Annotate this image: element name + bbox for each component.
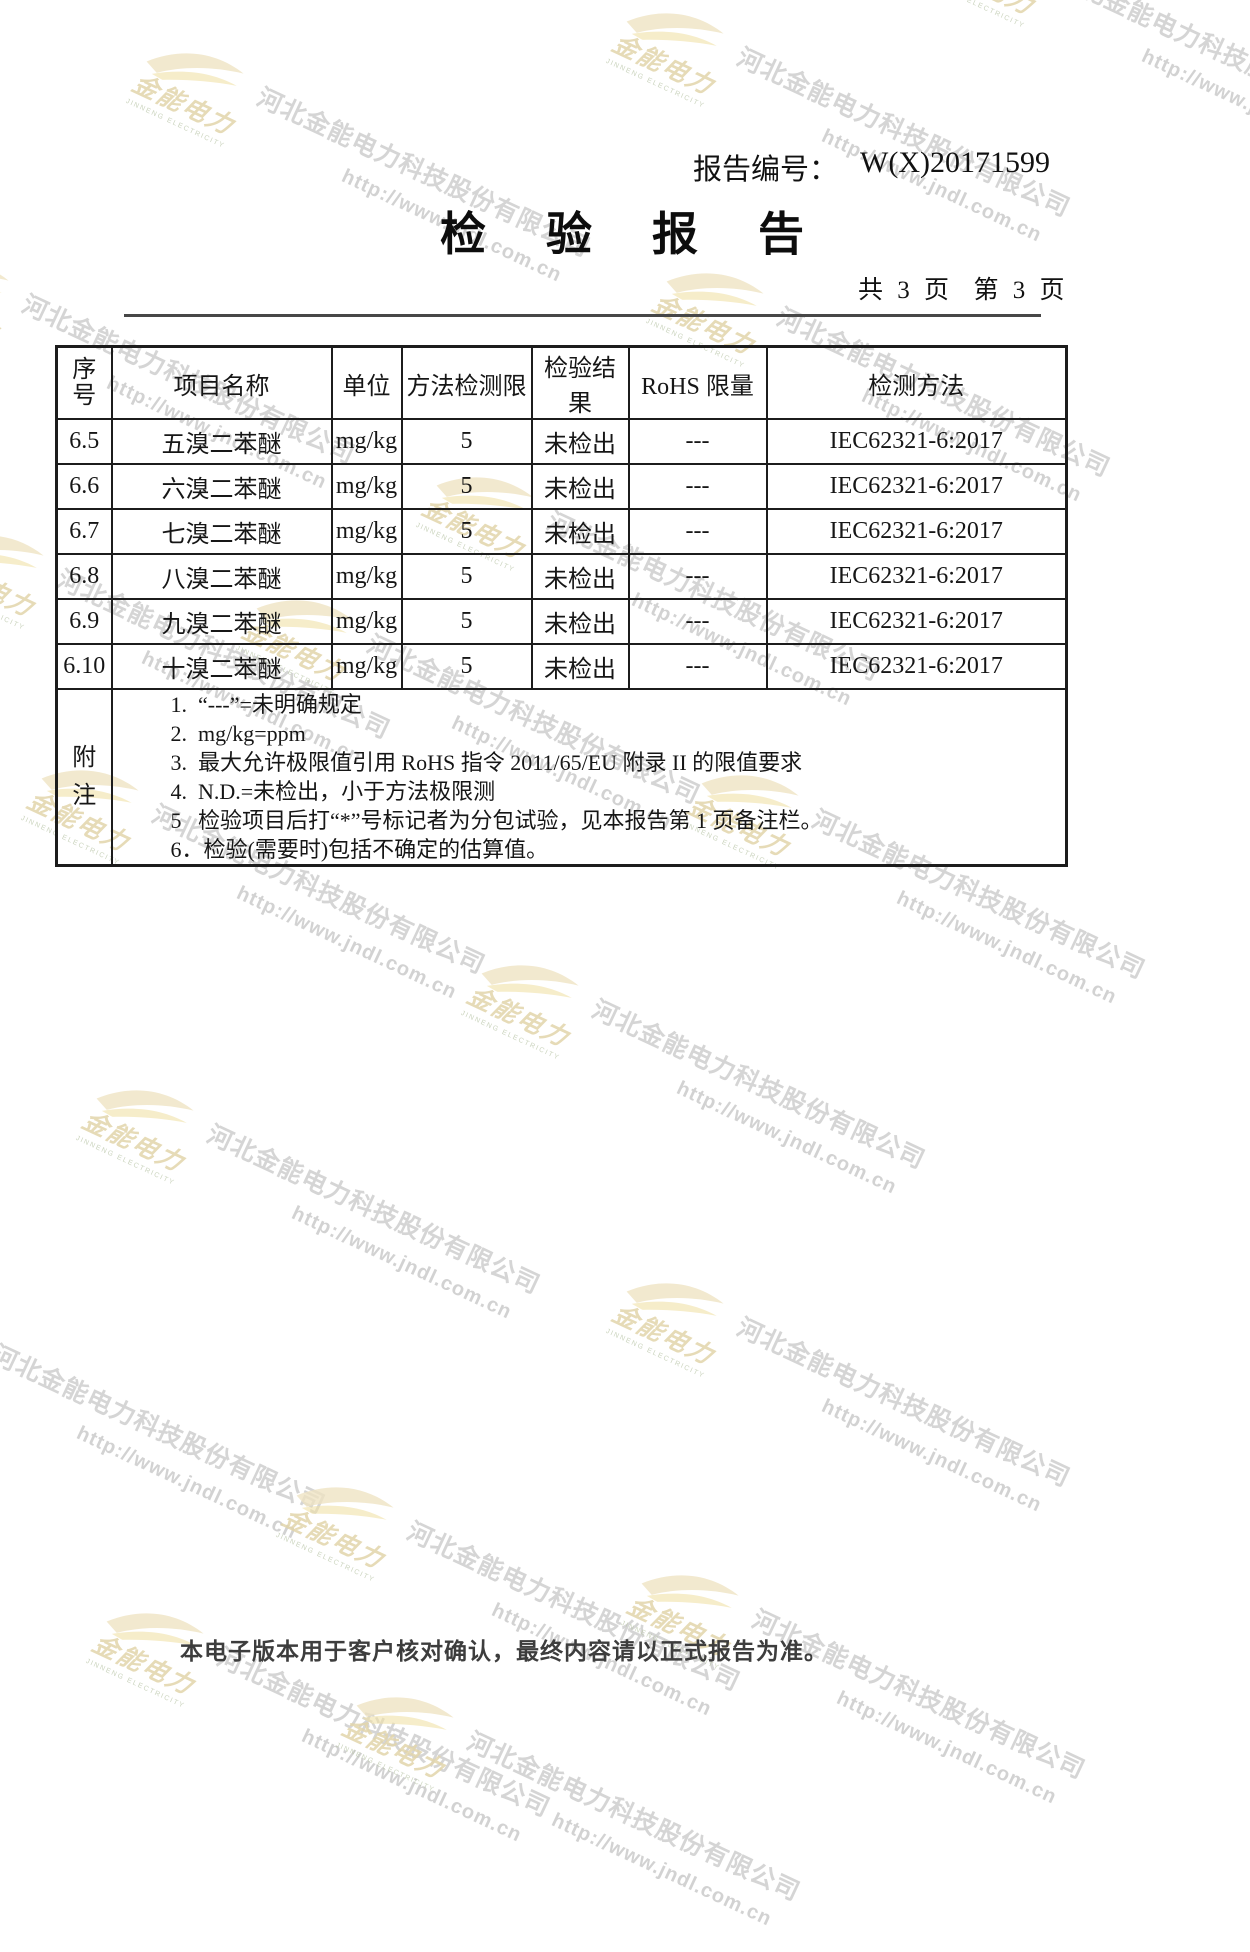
table-cell: 六溴二苯醚 xyxy=(110,463,333,510)
table-cell: IEC62321-6:2017 xyxy=(765,463,1068,510)
table-cell: 未检出 xyxy=(530,418,630,465)
table-cell: 6.6 xyxy=(55,463,113,510)
report-number-label: 报告编号： xyxy=(693,154,839,186)
table-cell: 5 xyxy=(400,508,533,555)
table-cell: mg/kg xyxy=(330,643,403,690)
col-header-unit: 单位 xyxy=(330,345,403,420)
table-header: 序号 项目名称 单位 方法检测限 检验结果 RoHS 限量 检测方法 xyxy=(55,345,1068,420)
watermark-url-text: http://www.jndl.com.cn xyxy=(548,1809,776,1931)
col-header-method: 检测方法 xyxy=(765,345,1068,420)
col-header-seq: 序号 xyxy=(55,345,113,420)
note-line-6: 6．检验(需要时)包括不确定的估算值。 xyxy=(170,837,549,862)
table-body: 6.5 五溴二苯醚 mg/kg 5 未检出 --- IEC62321-6:2017 6.6 六溴… xyxy=(55,418,1068,690)
report-number: 报告编号： W(X)20171599 xyxy=(693,146,1050,188)
header-divider xyxy=(124,314,1041,317)
note-line-1: 1. “---”=未明确规定 xyxy=(170,692,362,717)
table-cell: IEC62321-6:2017 xyxy=(765,598,1068,645)
table-cell: 5 xyxy=(400,553,533,600)
table-cell: 未检出 xyxy=(530,643,630,690)
table-cell: mg/kg xyxy=(330,553,403,600)
page-title: 检验报告 xyxy=(440,209,864,260)
col-header-rohs-limit: RoHS 限量 xyxy=(627,345,768,420)
table-cell: 七溴二苯醚 xyxy=(110,508,333,555)
table-row: 6.5 五溴二苯醚 mg/kg 5 未检出 --- IEC62321-6:2017 xyxy=(55,418,1068,465)
note-line-4: 4. N.D.=未检出，小于方法极限测 xyxy=(170,779,496,804)
table-cell: 五溴二苯醚 xyxy=(110,418,333,465)
report-content: 报告编号： W(X)20171599 检验报告 共 3 页 第 3 页 序号 项… xyxy=(55,146,1069,1664)
table-cell: 6.5 xyxy=(55,418,113,465)
table-row: 6.8 八溴二苯醚 mg/kg 5 未检出 --- IEC62321-6:2017 xyxy=(55,553,1068,600)
table-cell: mg/kg xyxy=(330,508,403,555)
table-cell: IEC62321-6:2017 xyxy=(765,418,1068,465)
table-row: 6.10 十溴二苯醚 mg/kg 5 未检出 --- IEC62321-6:2017 xyxy=(55,643,1068,690)
table-cell: 未检出 xyxy=(530,553,630,600)
notes-content: 1. “---”=未明确规定 2. mg/kg=ppm 3. 最大允许极限值引用… xyxy=(110,688,1068,867)
table-cell: 5 xyxy=(400,463,533,510)
col-header-item: 项目名称 xyxy=(110,345,333,420)
table-cell: 5 xyxy=(400,598,533,645)
table-cell: --- xyxy=(627,598,768,645)
notes-section: 附 注 1. “---”=未明确规定 2. mg/kg=ppm 3. 最大允许极… xyxy=(55,688,1068,867)
col-header-detection-limit: 方法检测限 xyxy=(400,345,533,420)
table-row: 6.9 九溴二苯醚 mg/kg 5 未检出 --- IEC62321-6:2017 xyxy=(55,598,1068,645)
page-count: 共 3 页 第 3 页 xyxy=(858,277,1069,304)
table-cell: 5 xyxy=(400,418,533,465)
table-cell: 6.8 xyxy=(55,553,113,600)
table-cell: 未检出 xyxy=(530,598,630,645)
table-cell: IEC62321-6:2017 xyxy=(765,508,1068,555)
table-cell: mg/kg xyxy=(330,598,403,645)
table-row: 6.6 六溴二苯醚 mg/kg 5 未检出 --- IEC62321-6:2017 xyxy=(55,463,1068,510)
notes-label: 附 注 xyxy=(55,688,113,867)
table-cell: 未检出 xyxy=(530,508,630,555)
table-cell: IEC62321-6:2017 xyxy=(765,553,1068,600)
table-cell: 九溴二苯醚 xyxy=(110,598,333,645)
table-cell: --- xyxy=(627,643,768,690)
table-cell: mg/kg xyxy=(330,463,403,510)
table-cell: 八溴二苯醚 xyxy=(110,553,333,600)
col-header-result: 检验结果 xyxy=(530,345,630,420)
table-cell: 6.9 xyxy=(55,598,113,645)
table-cell: 6.7 xyxy=(55,508,113,555)
table-cell: IEC62321-6:2017 xyxy=(765,643,1068,690)
table-row: 6.7 七溴二苯醚 mg/kg 5 未检出 --- IEC62321-6:2017 xyxy=(55,508,1068,555)
table-cell: 5 xyxy=(400,643,533,690)
table-cell: 十溴二苯醚 xyxy=(110,643,333,690)
note-line-2: 2. mg/kg=ppm xyxy=(170,721,306,746)
table-cell: 未检出 xyxy=(530,463,630,510)
results-table: 序号 项目名称 单位 方法检测限 检验结果 RoHS 限量 检测方法 6.5 五溴… xyxy=(55,345,1068,867)
note-line-5: 5 检验项目后打“*”号标记者为分包试验，见本报告第 1 页备注栏。 xyxy=(170,808,823,833)
table-cell: --- xyxy=(627,418,768,465)
note-line-3: 3. 最大允许极限值引用 RoHS 指令 2011/65/EU 附录 II 的限… xyxy=(170,750,803,775)
table-cell: mg/kg xyxy=(330,418,403,465)
table-cell: --- xyxy=(627,553,768,600)
report-number-value: W(X)20171599 xyxy=(860,146,1050,179)
table-cell: 6.10 xyxy=(55,643,113,690)
footer-disclaimer: 本电子版本用于客户核对确认，最终内容请以正式报告为准。 xyxy=(180,1639,828,1664)
table-cell: --- xyxy=(627,463,768,510)
table-cell: --- xyxy=(627,508,768,555)
